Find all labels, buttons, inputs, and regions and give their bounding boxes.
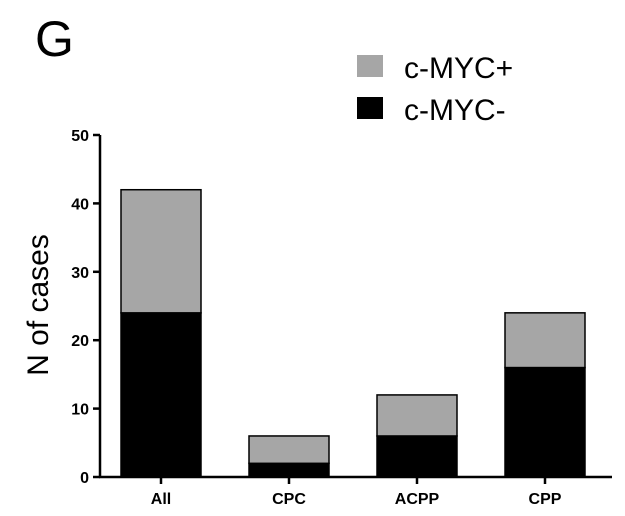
- bar-cpc-c-myc-negative: [248, 462, 330, 478]
- x-tick-label: All: [151, 491, 171, 508]
- x-tick-label: ACPP: [395, 491, 440, 508]
- legend: c-MYC+ c-MYC-: [357, 52, 513, 127]
- bar-all-c-myc-positive: [120, 188, 202, 314]
- x-tick-label: CPP: [529, 491, 562, 508]
- bar-acpp-c-myc-positive: [376, 394, 458, 437]
- legend-label-c-myc-positive: c-MYC+: [404, 52, 513, 85]
- bar-all-c-myc-negative: [120, 312, 202, 478]
- legend-swatch-c-myc-negative: [357, 97, 383, 119]
- bar-acpp-c-myc-negative: [376, 435, 458, 478]
- legend-swatch-c-myc-positive: [357, 55, 383, 77]
- y-tick-label: 10: [71, 402, 89, 419]
- y-axis-label: N of cases: [22, 234, 55, 376]
- y-tick-label: 0: [80, 470, 89, 487]
- y-tick-label: 40: [71, 196, 89, 213]
- bar-cpc-c-myc-positive: [248, 435, 330, 465]
- y-axis: 0 10 20 30 40 50: [71, 128, 102, 487]
- bar-cpp-c-myc-positive: [504, 312, 586, 369]
- x-axis: All CPC ACPP CPP: [99, 475, 612, 508]
- legend-label-c-myc-negative: c-MYC-: [404, 94, 506, 127]
- bar-cpp-c-myc-negative: [504, 366, 586, 478]
- y-tick-label: 30: [71, 265, 89, 282]
- panel-label: G: [35, 11, 74, 67]
- y-tick-label: 50: [71, 128, 89, 145]
- bars: [120, 188, 586, 478]
- x-tick-label: CPC: [272, 491, 306, 508]
- y-tick-label: 20: [71, 333, 89, 350]
